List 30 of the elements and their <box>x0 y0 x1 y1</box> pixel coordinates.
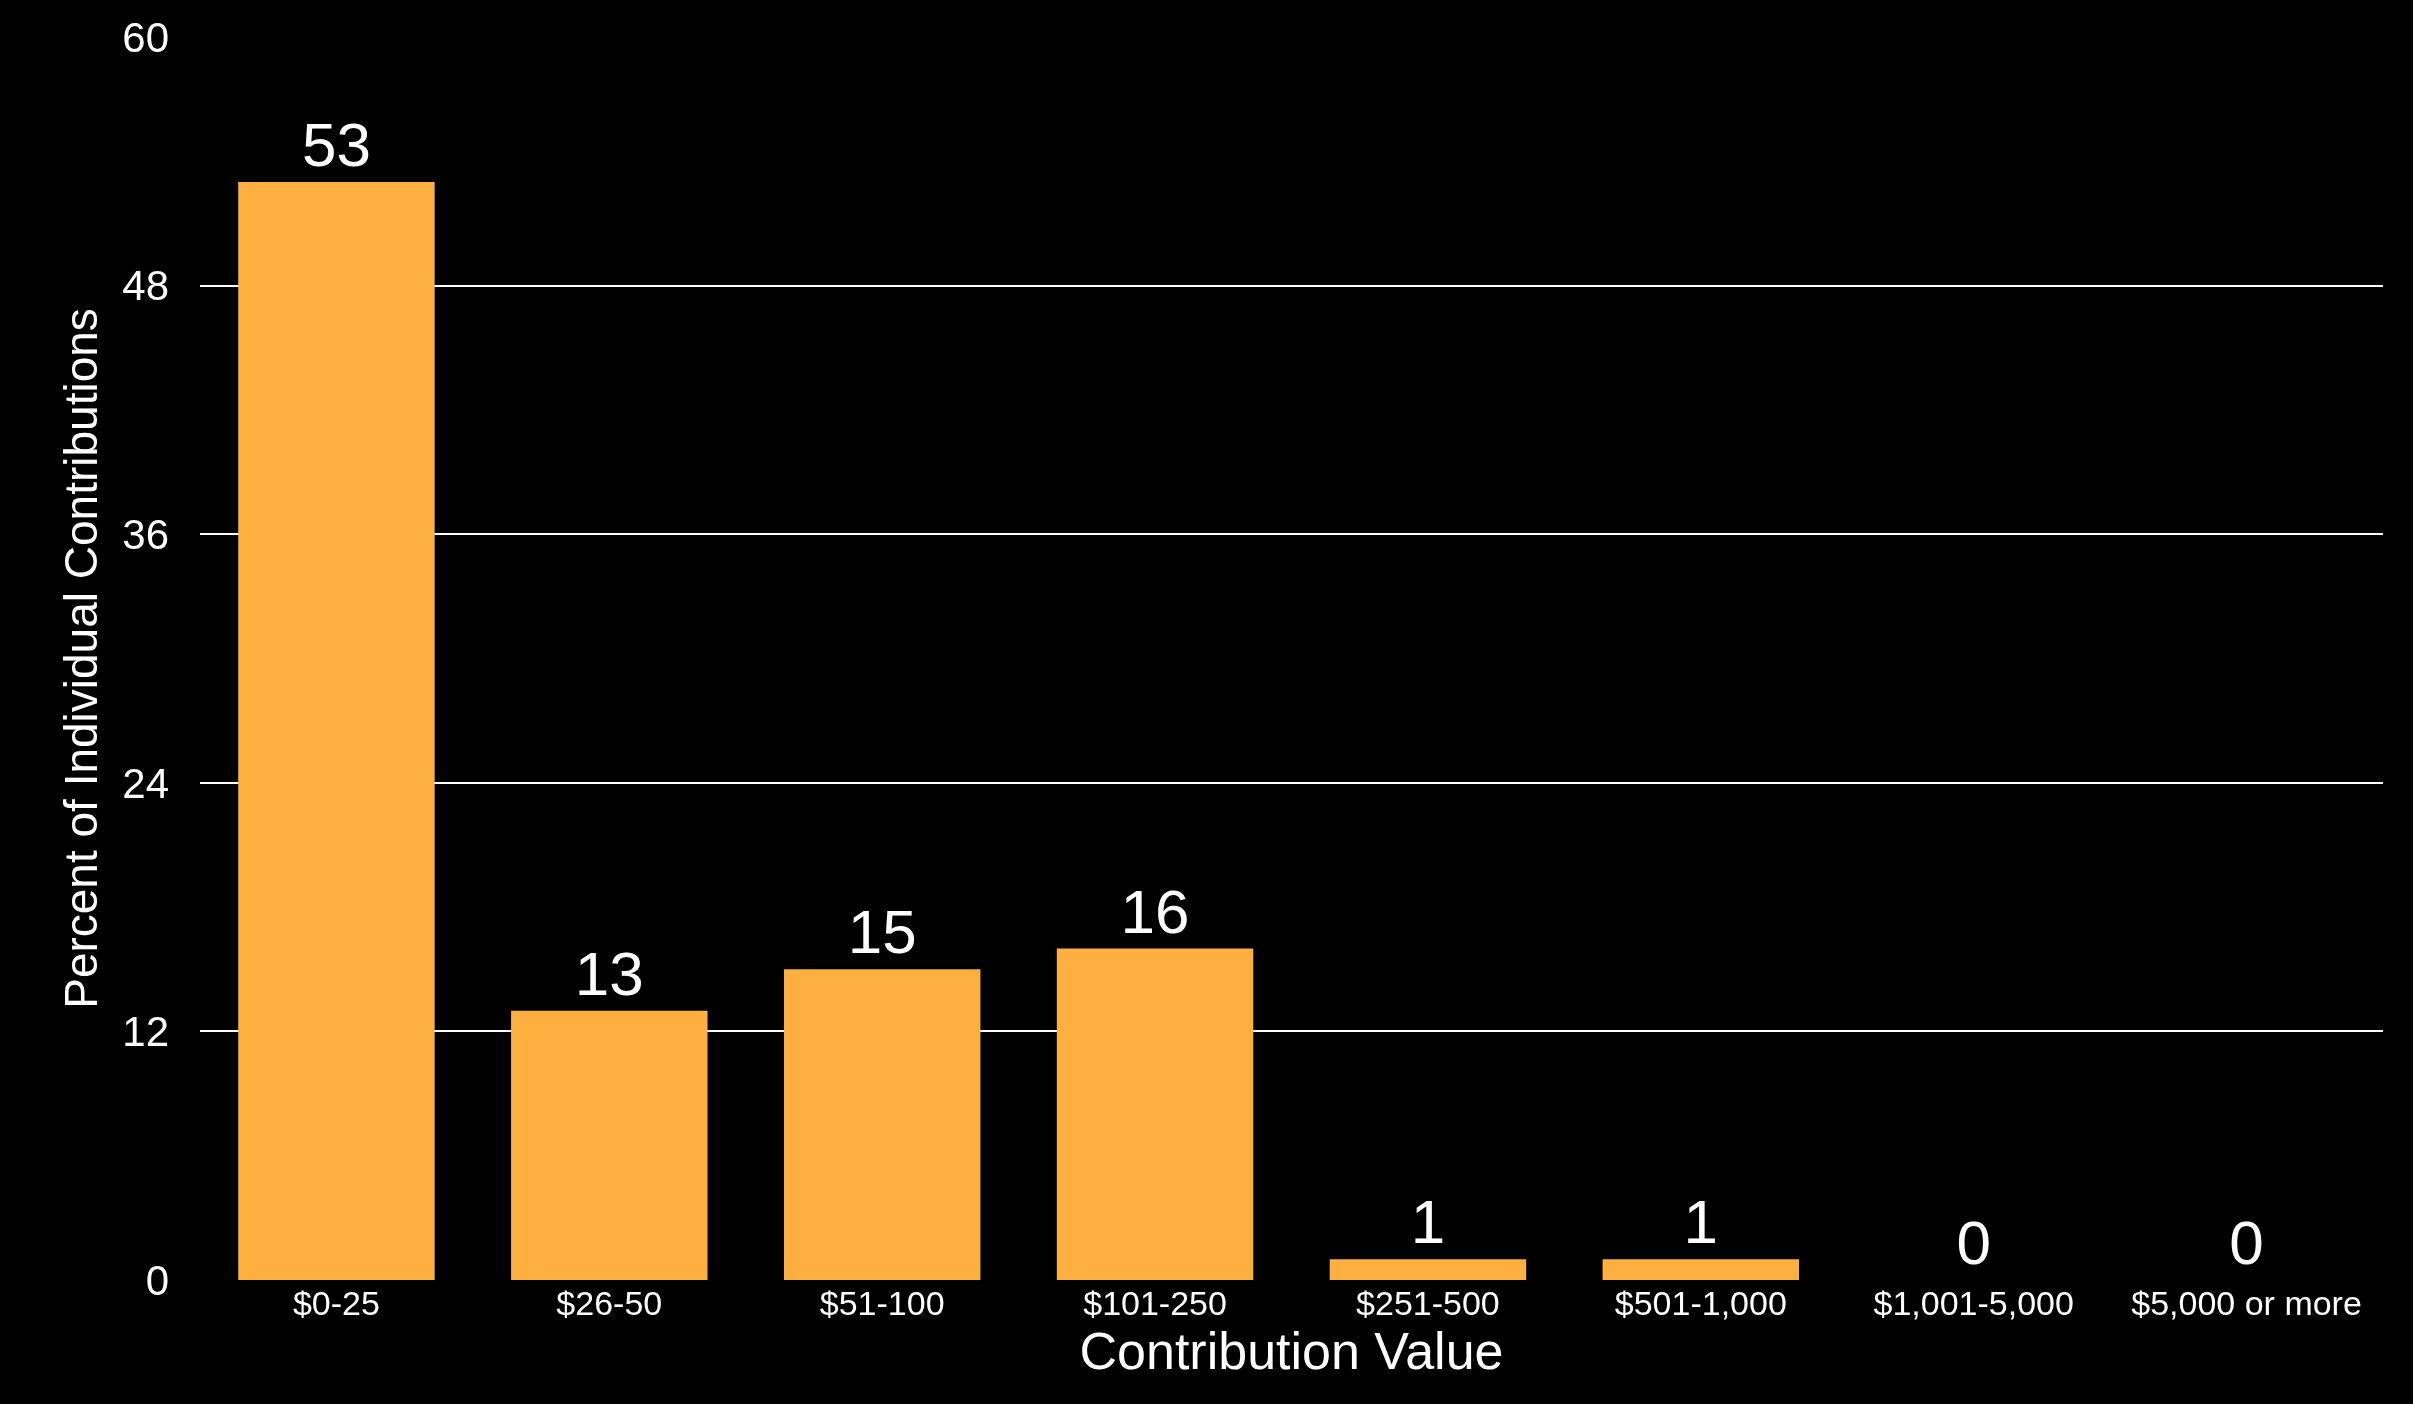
y-tick-label: 12 <box>122 1008 169 1056</box>
data-label: 13 <box>574 938 644 1008</box>
x-tick-label: $501-1,000 <box>1614 1284 1787 1322</box>
x-tick-label: $5,000 or more <box>2131 1284 2362 1322</box>
data-label: 16 <box>1120 876 1190 946</box>
x-tick-label: $26-50 <box>556 1284 663 1322</box>
x-axis-title: Contribution Value <box>1079 1322 1504 1380</box>
bar <box>238 182 435 1280</box>
y-tick-label: 48 <box>122 262 169 310</box>
x-tick-label: $1,001-5,000 <box>1873 1284 2074 1322</box>
x-tick-label: $0-25 <box>292 1284 380 1322</box>
data-label: 1 <box>1683 1187 1719 1257</box>
data-label: 15 <box>847 897 917 967</box>
data-label: 53 <box>301 110 371 180</box>
y-tick-label: 0 <box>145 1256 169 1304</box>
x-tick-label: $101-250 <box>1083 1284 1227 1322</box>
data-label: 1 <box>1410 1187 1446 1257</box>
y-tick-label: 60 <box>122 13 169 61</box>
data-label: 0 <box>1956 1208 1991 1277</box>
y-tick-label: 24 <box>122 759 169 807</box>
bar <box>1056 948 1254 1280</box>
bar <box>1329 1259 1527 1280</box>
bar <box>511 1010 708 1280</box>
bar <box>783 969 981 1280</box>
data-label: 0 <box>2229 1208 2264 1277</box>
y-axis-title: Percent of Individual Contributions <box>54 308 107 1009</box>
x-tick-label: $51-100 <box>819 1284 945 1322</box>
x-tick-label: $251-500 <box>1356 1284 1500 1322</box>
y-tick-label: 36 <box>122 510 169 558</box>
bar <box>1602 1259 1800 1280</box>
